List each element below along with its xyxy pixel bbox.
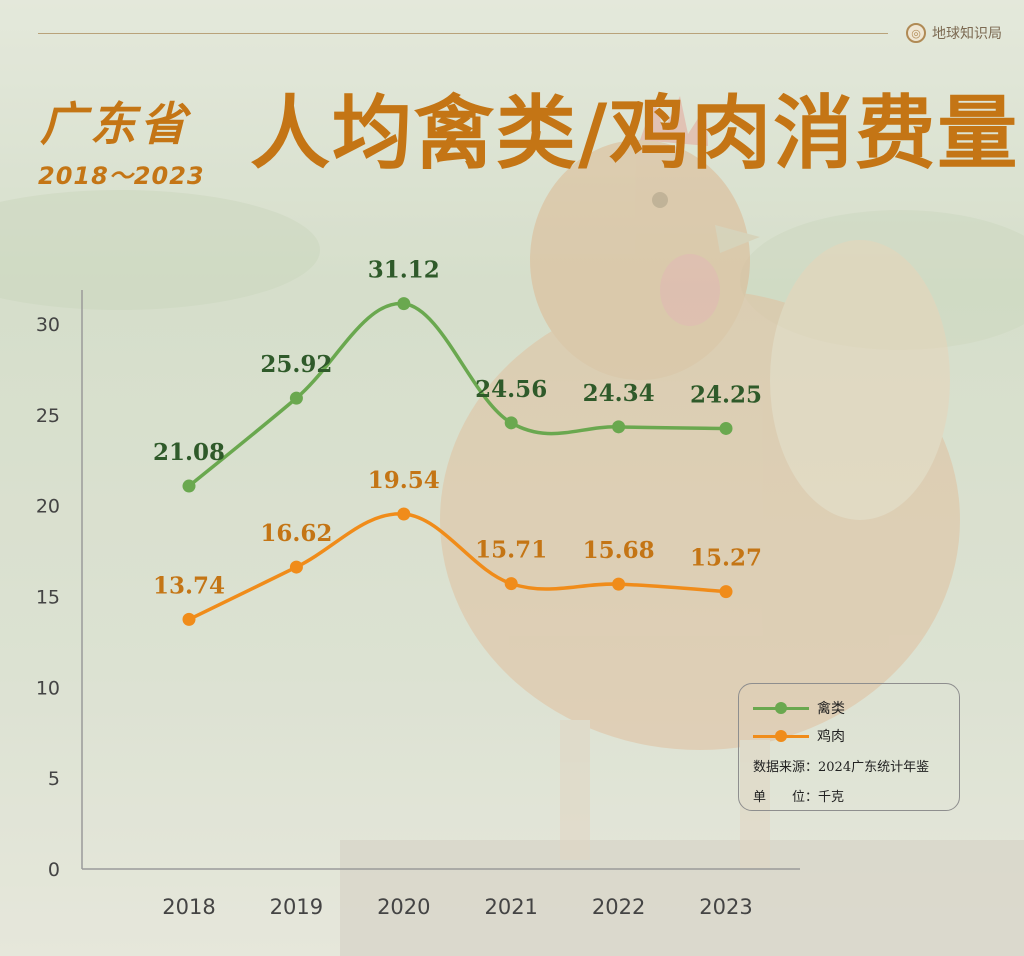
data-point — [719, 585, 733, 599]
legend: 禽类 鸡肉 数据来源：2024广东统计年鉴 单 位：千克 — [738, 683, 960, 811]
data-point — [289, 560, 303, 574]
data-label: 15.68 — [583, 537, 655, 564]
data-label: 24.34 — [583, 380, 655, 407]
data-source: 数据来源：2024广东统计年鉴 — [753, 760, 930, 775]
globe-icon: ◎ — [906, 23, 926, 43]
page-title: 人均禽类/鸡肉消费量 — [250, 87, 1020, 180]
brand-name: 地球知识局 — [932, 26, 1002, 42]
data-label: 19.54 — [368, 467, 440, 494]
x-tick-label: 2021 — [484, 895, 537, 919]
legend-item-poultry: 禽类 — [753, 694, 945, 722]
data-point — [289, 391, 303, 405]
data-point — [612, 577, 626, 591]
title-years: 2018～2023 — [38, 162, 205, 190]
x-tick-label: 2018 — [162, 895, 215, 919]
y-tick-label: 30 — [36, 314, 60, 336]
y-tick-label: 10 — [36, 677, 60, 699]
legend-item-chicken: 鸡肉 — [753, 722, 945, 750]
data-point — [612, 420, 626, 434]
title-province: 广东省 — [40, 97, 190, 151]
legend-label-chicken: 鸡肉 — [817, 729, 845, 745]
chicken-line-swatch — [753, 726, 809, 746]
x-tick-label: 2019 — [270, 895, 323, 919]
data-point — [182, 479, 196, 493]
x-tick-label: 2020 — [377, 895, 430, 919]
data-label: 31.12 — [368, 257, 440, 284]
data-label: 15.71 — [475, 537, 547, 564]
unit-note: 单 位：千克 — [753, 790, 845, 805]
data-point — [504, 416, 518, 430]
data-point — [182, 612, 196, 626]
data-point — [719, 421, 733, 435]
data-label: 25.92 — [260, 351, 332, 378]
data-label: 21.08 — [153, 439, 225, 466]
y-tick-label: 0 — [48, 859, 60, 881]
data-label: 16.62 — [260, 520, 332, 547]
series-line-chicken — [187, 512, 728, 622]
data-label: 13.74 — [153, 572, 225, 599]
data-point — [397, 507, 411, 521]
poultry-line-swatch — [753, 698, 809, 718]
y-tick-label: 15 — [36, 587, 60, 609]
legend-label-poultry: 禽类 — [817, 701, 845, 717]
brand-logo: ◎ 地球知识局 — [906, 20, 1002, 46]
data-label: 15.27 — [690, 545, 762, 572]
data-label: 24.25 — [690, 381, 762, 408]
y-tick-label: 20 — [36, 496, 60, 518]
x-tick-label: 2023 — [699, 895, 752, 919]
data-label: 24.56 — [475, 376, 547, 403]
header-rule — [38, 33, 888, 34]
y-tick-label: 5 — [48, 768, 60, 790]
data-point — [504, 577, 518, 591]
y-tick-label: 25 — [36, 405, 60, 427]
x-tick-label: 2022 — [592, 895, 645, 919]
data-point — [397, 297, 411, 311]
